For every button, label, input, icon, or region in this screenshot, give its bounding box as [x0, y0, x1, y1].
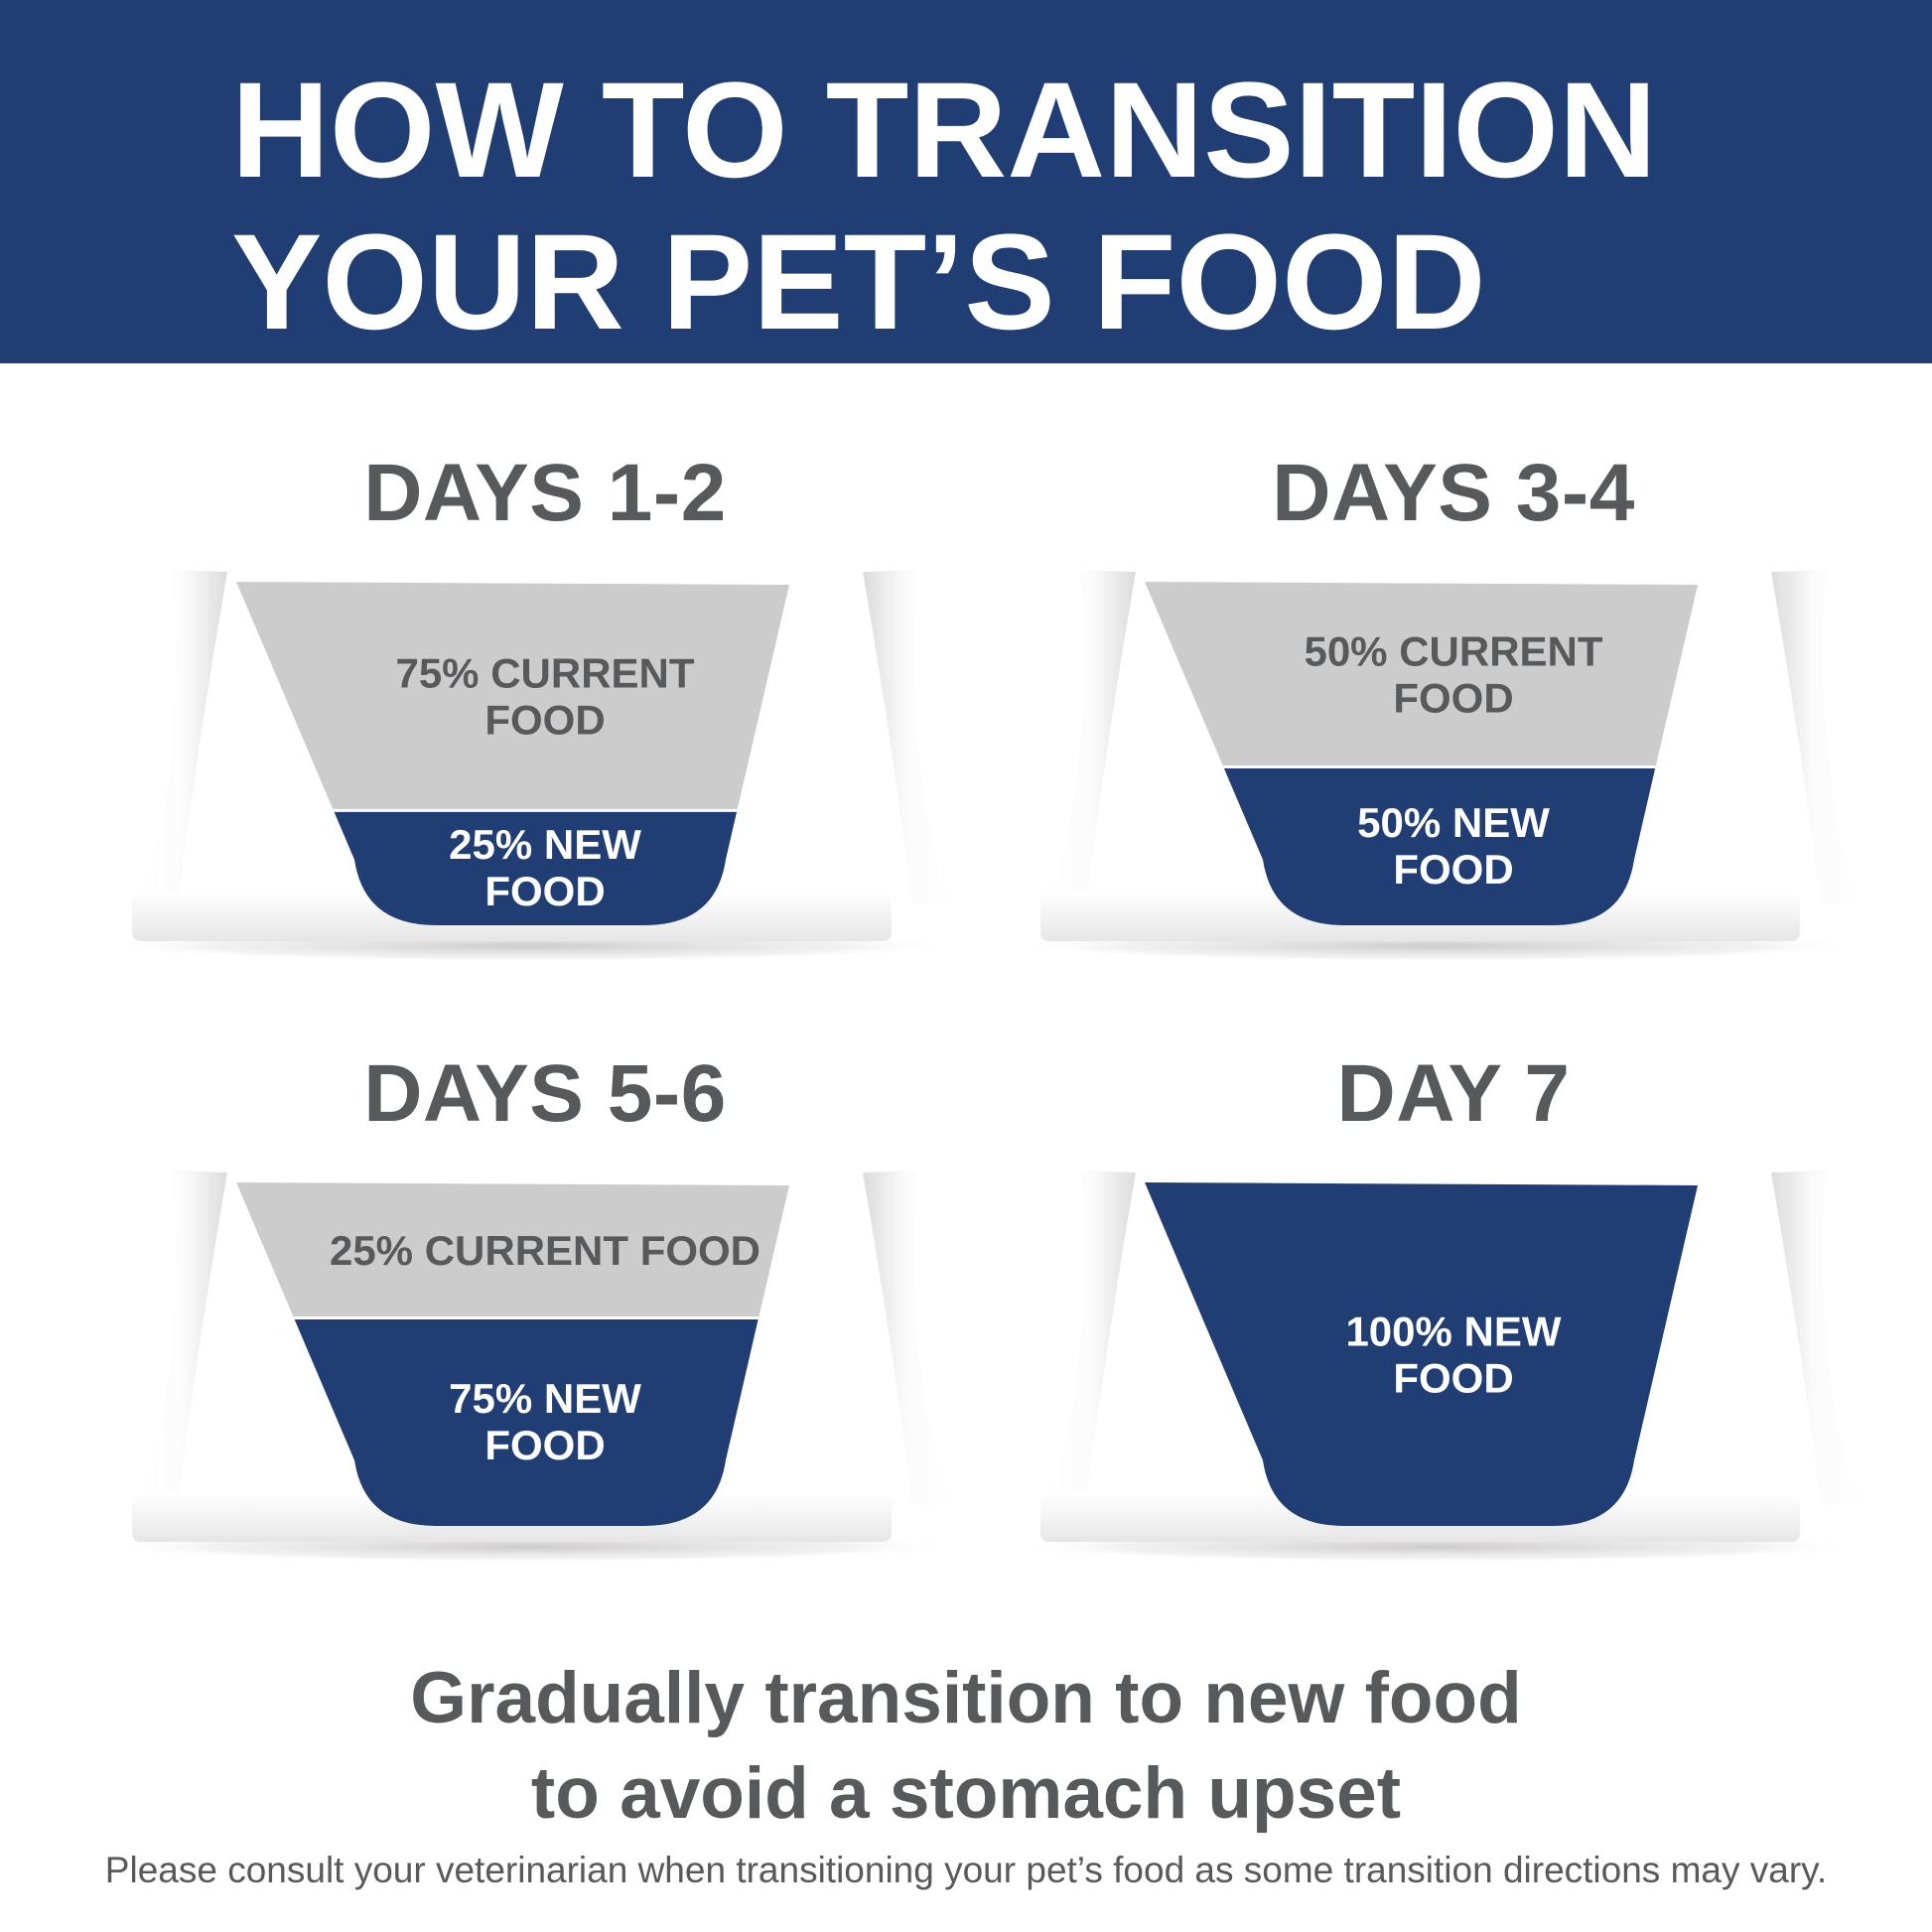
svg-text:100% NEW: 100% NEW [1345, 1308, 1561, 1354]
svg-text:FOOD: FOOD [1393, 675, 1513, 722]
svg-text:25% NEW: 25% NEW [449, 821, 641, 868]
svg-text:FOOD: FOOD [1393, 1354, 1513, 1401]
svg-text:75% NEW: 75% NEW [449, 1375, 641, 1422]
svg-text:75% CURRENT: 75% CURRENT [395, 649, 694, 696]
svg-text:50% NEW: 50% NEW [1357, 799, 1550, 846]
svg-text:FOOD: FOOD [484, 696, 605, 743]
svg-text:FOOD: FOOD [484, 1422, 605, 1468]
svg-text:FOOD: FOOD [1393, 846, 1513, 893]
svg-text:25% CURRENT FOOD: 25% CURRENT FOOD [330, 1227, 760, 1274]
svg-text:FOOD: FOOD [484, 868, 605, 914]
svg-text:50% CURRENT: 50% CURRENT [1304, 628, 1602, 675]
